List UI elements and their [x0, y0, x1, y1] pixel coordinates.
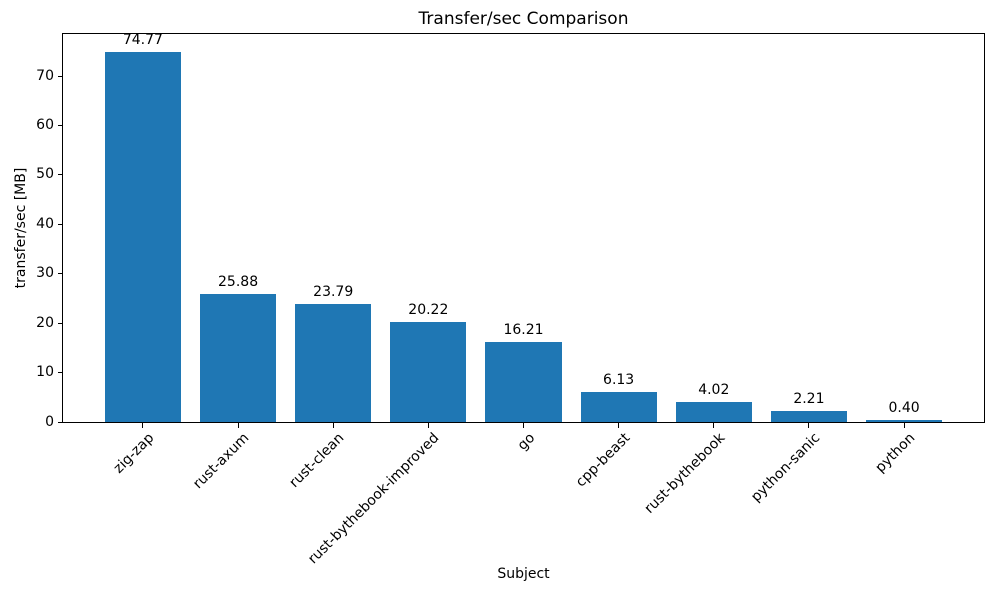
x-tick-mark: [237, 423, 239, 428]
x-tick-mark: [618, 423, 620, 428]
y-axis-label: transfer/sec [MB]: [13, 167, 29, 289]
x-axis-label: Subject: [497, 566, 550, 582]
x-tick-mark: [713, 423, 715, 428]
x-tick-mark: [142, 423, 144, 428]
plot-area: [62, 33, 985, 423]
y-tick-label: 60: [36, 116, 54, 133]
x-tick-mark: [332, 423, 334, 428]
x-tick-mark: [903, 423, 905, 428]
y-tick-label: 70: [36, 67, 54, 84]
x-tick-mark: [427, 423, 429, 428]
y-tick-label: 10: [36, 364, 54, 381]
x-tick-mark: [523, 423, 524, 428]
x-tick-mark: [808, 423, 810, 428]
y-tick-label: 0: [45, 413, 54, 430]
chart-title: Transfer/sec Comparison: [418, 9, 629, 29]
y-tick-label: 20: [36, 314, 54, 331]
